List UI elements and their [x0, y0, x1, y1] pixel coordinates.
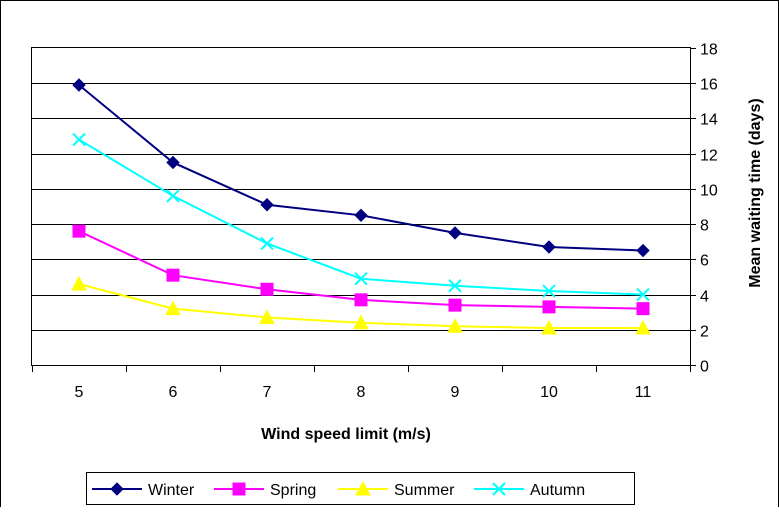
summer-point — [165, 300, 181, 316]
winter-point — [448, 226, 462, 240]
y-axis-title: Mean waiting time (days) — [747, 98, 764, 287]
spring-point — [448, 298, 462, 312]
winter-point — [72, 78, 86, 92]
autumn-point — [636, 287, 650, 302]
x-axis-title: Wind speed limit (m/s) — [261, 426, 431, 443]
legend-item-winter: Winter — [92, 482, 195, 499]
x-tick-label: 11 — [635, 384, 652, 401]
legend-label: Summer — [394, 482, 455, 499]
y-tick-label: 16 — [700, 77, 718, 94]
summer-point — [447, 318, 463, 333]
summer-point — [71, 275, 87, 291]
legend-marker — [355, 480, 371, 496]
winter-point — [354, 208, 368, 223]
y-tick-label: 2 — [700, 324, 709, 341]
y-tick-label: 12 — [700, 148, 718, 165]
winter-point — [636, 243, 650, 258]
autumn-point — [166, 189, 180, 203]
winter-series — [72, 78, 650, 258]
summer-point — [635, 319, 651, 335]
winter-point — [166, 155, 180, 170]
x-tick-label: 9 — [451, 384, 460, 401]
plot-area — [31, 47, 691, 366]
spring-point — [542, 300, 556, 314]
x-tick-label: 6 — [169, 384, 178, 401]
x-tick-label: 10 — [540, 384, 558, 401]
legend: Winter Spring Summer Autumn — [92, 480, 585, 499]
autumn-point — [542, 284, 556, 298]
autumn-point — [354, 271, 368, 286]
autumn-point — [72, 132, 86, 147]
gridlines — [32, 83, 690, 331]
spring-series — [72, 224, 650, 316]
spring-point — [354, 293, 368, 307]
legend-label: Winter — [148, 482, 195, 499]
legend-item-spring: Spring — [214, 482, 316, 499]
autumn-point — [260, 236, 274, 251]
autumn-point — [448, 279, 462, 293]
legend-item-autumn: Autumn — [474, 482, 585, 499]
spring-point — [260, 282, 274, 296]
spring-point — [636, 302, 650, 316]
autumn-series — [72, 132, 650, 302]
legend-item-summer: Summer — [338, 480, 455, 499]
legend-marker — [110, 482, 124, 496]
summer-point — [353, 314, 369, 330]
y-tick-label: 6 — [700, 253, 709, 270]
winter-point — [542, 240, 556, 254]
winter-point — [260, 198, 274, 212]
summer-series — [71, 275, 651, 335]
y-tick-label: 8 — [700, 218, 709, 235]
axes: 0 2 4 6 8 10 12 14 16 18 5 6 7 8 9 10 11 — [32, 42, 718, 401]
legend-marker — [232, 482, 246, 496]
y-tick-label: 10 — [700, 183, 718, 200]
legend-marker — [492, 482, 506, 496]
series-group — [71, 78, 651, 335]
y-tick-label: 18 — [700, 42, 718, 59]
y-tick-label: 14 — [700, 112, 718, 129]
legend-label: Spring — [270, 482, 316, 499]
legend-label: Autumn — [530, 482, 585, 499]
x-tick-label: 7 — [263, 384, 272, 401]
summer-point — [541, 319, 557, 335]
spring-point — [72, 224, 86, 238]
summer-point — [259, 309, 275, 324]
x-tick-label: 8 — [357, 384, 366, 401]
y-tick-label: 0 — [700, 359, 709, 376]
spring-point — [166, 268, 180, 282]
x-tick-label: 5 — [75, 384, 84, 401]
y-tick-label: 4 — [700, 289, 709, 306]
